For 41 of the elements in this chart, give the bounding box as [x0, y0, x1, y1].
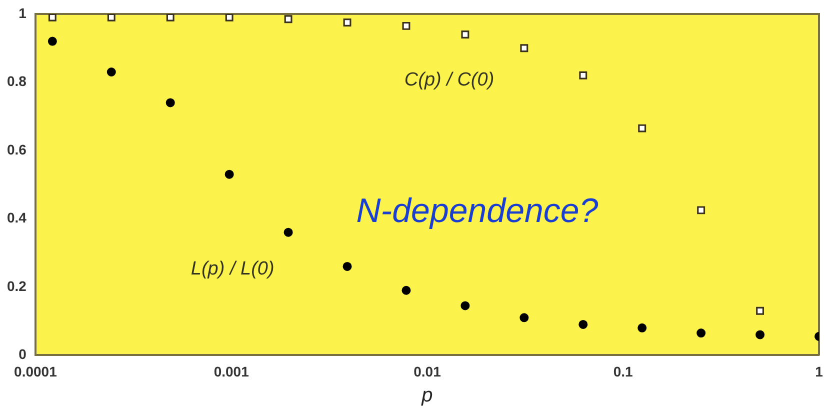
series-label: C(p) / C(0): [404, 69, 494, 90]
point: [461, 30, 470, 38]
point: [402, 22, 410, 30]
point: [402, 286, 411, 295]
x-axis-title: p: [420, 384, 433, 407]
x-tick-label: 1: [815, 363, 824, 380]
y-tick-label: 0.4: [6, 210, 27, 226]
point: [578, 320, 588, 329]
point: [107, 14, 116, 22]
y-tick-label: 1: [18, 4, 27, 21]
x-tick-label: 0.1: [613, 363, 634, 380]
point: [756, 330, 765, 340]
point: [166, 14, 174, 22]
point: [166, 98, 175, 108]
point: [343, 18, 352, 27]
point: [342, 262, 352, 271]
y-tick-label: 0.6: [6, 141, 27, 158]
point: [756, 306, 764, 315]
annotation: N-dependence?: [356, 192, 598, 230]
point: [48, 36, 57, 46]
series-label: L(p) / L(0): [190, 258, 274, 280]
point: [284, 228, 293, 237]
point: [638, 323, 647, 332]
point: [225, 14, 234, 22]
point: [520, 44, 528, 52]
x-tick-label: 0.0001: [14, 363, 58, 380]
point: [284, 15, 292, 24]
point: [638, 124, 646, 132]
point: [224, 170, 234, 179]
point: [106, 68, 116, 77]
point: [520, 313, 529, 322]
point: [697, 206, 706, 214]
x-tick-label: 0.01: [414, 363, 442, 380]
y-tick-label: 0.8: [6, 73, 27, 90]
x-tick-label: 0.001: [214, 363, 250, 380]
point: [48, 14, 56, 22]
y-tick-label: 0: [18, 346, 27, 362]
y-tick-label: 0.2: [6, 278, 27, 294]
point: [579, 71, 588, 80]
point: [460, 301, 470, 310]
point: [696, 328, 706, 338]
